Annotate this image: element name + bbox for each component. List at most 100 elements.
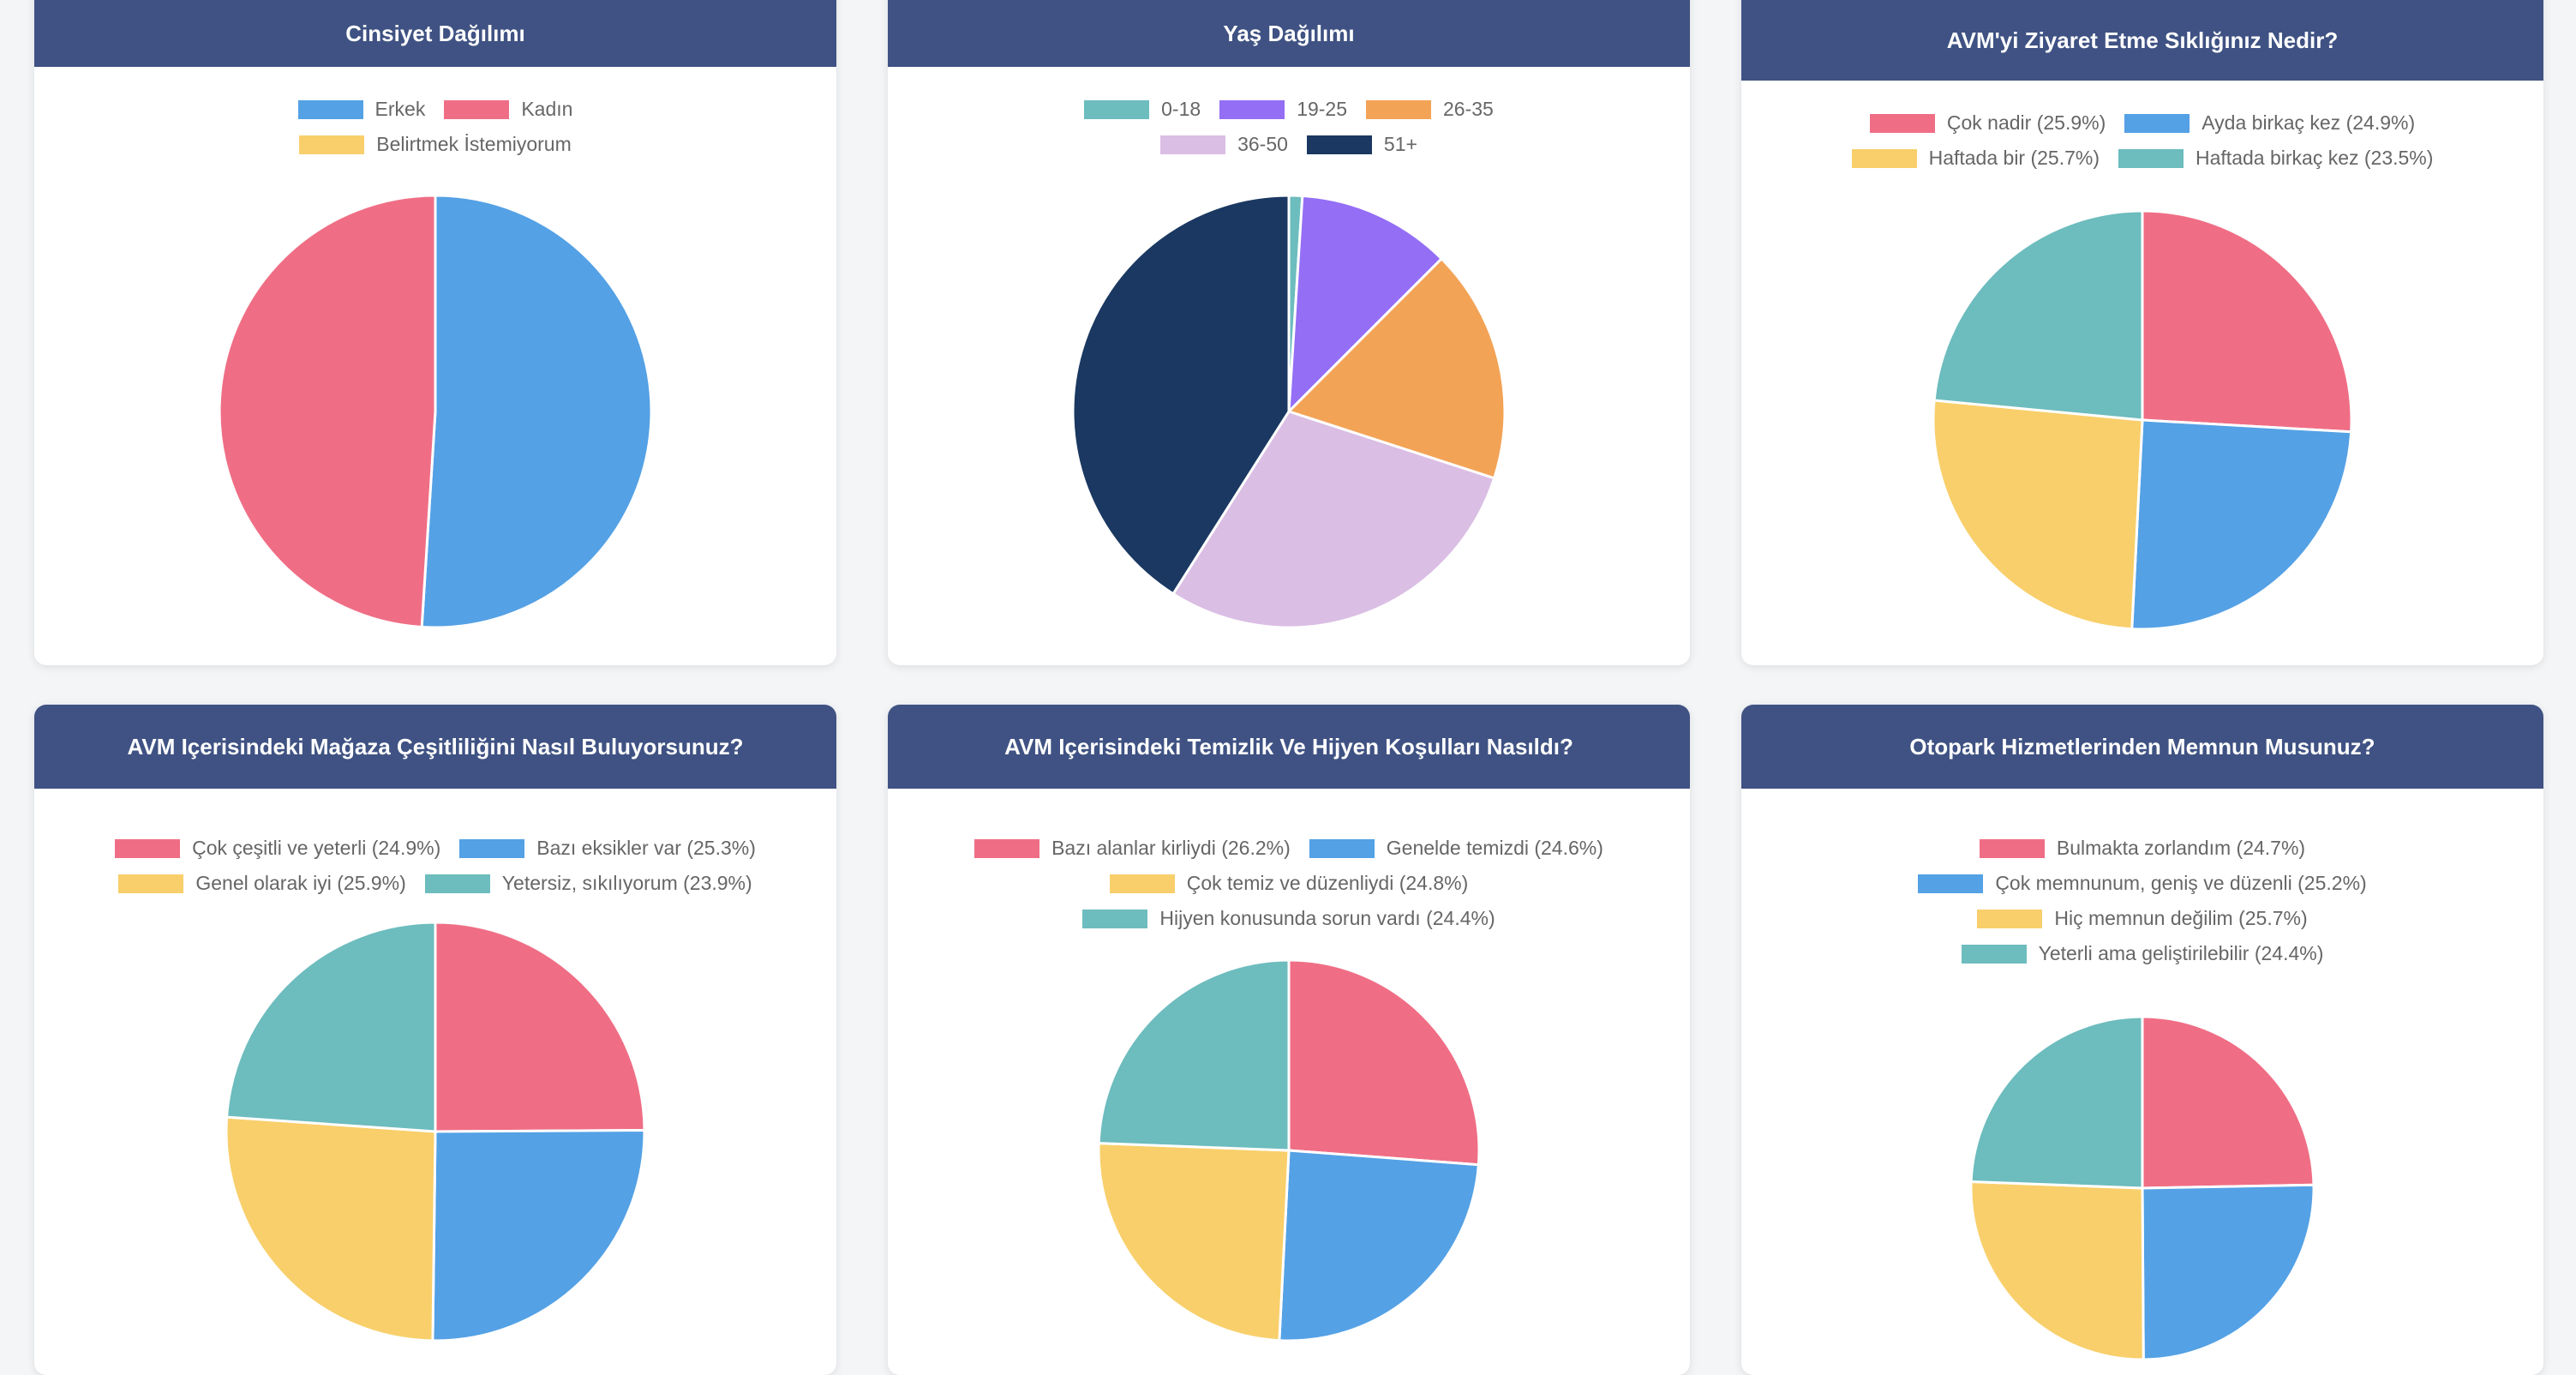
legend-swatch — [1082, 909, 1148, 928]
legend-item[interactable]: Belirtmek İstemiyorum — [299, 133, 572, 156]
legend-label: Bulmakta zorlandım (24.7%) — [2056, 837, 2306, 859]
chart-title: AVM Içerisindeki Mağaza Çeşitliliğini Na… — [34, 705, 836, 789]
pie-slice-bazı-eksikler-var[interactable] — [431, 1128, 646, 1342]
legend-item[interactable]: Çok memnunum, geniş ve düzenli (25.2%) — [1918, 872, 2367, 895]
legend-item[interactable]: 36-50 — [1160, 133, 1288, 156]
legend-swatch — [1869, 113, 1935, 133]
legend-item[interactable]: Çok çeşitli ve yeterli (24.9%) — [115, 837, 440, 860]
legend-swatch — [115, 838, 181, 858]
legend-swatch — [297, 99, 363, 119]
legend-label: Çok çeşitli ve yeterli (24.9%) — [192, 837, 441, 859]
pie-slice-51[interactable] — [1071, 194, 1291, 596]
legend-item[interactable]: Bulmakta zorlandım (24.7%) — [1979, 837, 2306, 860]
legend-item[interactable]: Çok nadir (25.9%) — [1869, 111, 2106, 135]
legend-item[interactable]: Bazı alanlar kirliydi (26.2%) — [974, 837, 1291, 860]
pie-chart — [1969, 1015, 2315, 1361]
pie-chart — [218, 194, 653, 629]
pie-slice-genel-olarak-iyi[interactable] — [225, 1115, 437, 1342]
pie-slice-haftada-birkaç-kez[interactable] — [1932, 209, 2144, 422]
legend-item[interactable]: 0-18 — [1084, 98, 1201, 121]
legend-label: Haftada birkaç kez (23.5%) — [2196, 147, 2434, 169]
legend-item[interactable]: Çok temiz ve düzenliydi (24.8%) — [1109, 872, 1468, 895]
chart-card-visit-frequency: AVM'yi Ziyaret Etme Sıklığınız Nedir? Ço… — [1741, 0, 2543, 665]
pie-slice-genelde-temizdi[interactable] — [1278, 1149, 1480, 1342]
pie-slice-hijyen-konusunda-sorun-vardı[interactable] — [1097, 958, 1291, 1152]
pie-slice-36-50[interactable] — [1171, 410, 1496, 629]
legend-label: Kadın — [521, 98, 573, 120]
legend-label: 36-50 — [1237, 133, 1288, 155]
legend-swatch — [1918, 874, 1984, 893]
legend-swatch — [1961, 944, 2027, 964]
legend-item[interactable]: Haftada birkaç kez (23.5%) — [2118, 147, 2433, 170]
legend-item[interactable]: Haftada bir (25.7%) — [1851, 147, 2100, 170]
legend-swatch — [2124, 113, 2190, 133]
legend-label: 51+ — [1383, 133, 1417, 155]
legend-swatch — [1084, 99, 1150, 119]
legend-item[interactable]: Bazı eksikler var (25.3%) — [459, 837, 756, 860]
pie-slice-kadın[interactable] — [218, 194, 437, 629]
pie-chart — [1071, 194, 1507, 629]
legend-label: 19-25 — [1297, 98, 1348, 120]
chart-card-gender: Cinsiyet Dağılımı Erkek Kadın Belirtmek … — [34, 0, 836, 665]
pie-slice-çok-çeşitli-ve-yeterli[interactable] — [434, 921, 646, 1133]
chart-title: Yaş Dağılımı — [888, 0, 1690, 67]
pie-slice-yetersiz-sıkılıyorum[interactable] — [225, 921, 437, 1133]
legend-swatch — [1366, 99, 1432, 119]
pie-slice-yeterli-ama-geliştirilebilir[interactable] — [1969, 1015, 2144, 1190]
pie-slice-bulmakta-zorlandım[interactable] — [2141, 1015, 2315, 1190]
pie-slice-çok-memnunum-geniş-ve-düzenli[interactable] — [2141, 1183, 2315, 1361]
chart-legend: Çok nadir (25.9%) Ayda birkaç kez (24.9%… — [1817, 111, 2468, 170]
legend-item[interactable]: Hijyen konusunda sorun vardı (24.4%) — [1082, 907, 1495, 930]
pie-slice-ayda-birkaç-kez[interactable] — [2130, 418, 2353, 631]
pie-slice-19-25[interactable] — [1287, 194, 1444, 415]
legend-label: Yetersiz, sıkılıyorum (23.9%) — [501, 872, 752, 894]
legend-swatch — [1219, 99, 1285, 119]
legend-item[interactable]: Yeterli ama geliştirilebilir (24.4%) — [1961, 942, 2324, 965]
chart-card-parking: Otopark Hizmetlerinden Memnun Musunuz? B… — [1741, 705, 2543, 1375]
legend-swatch — [1977, 909, 2043, 928]
legend-item[interactable]: Ayda birkaç kez (24.9%) — [2124, 111, 2415, 135]
chart-card-cleanliness: AVM Içerisindeki Temizlik Ve Hijyen Koşu… — [888, 705, 1690, 1375]
legend-item[interactable]: Yetersiz, sıkılıyorum (23.9%) — [424, 872, 752, 895]
legend-label: Yeterli ama geliştirilebilir (24.4%) — [2038, 942, 2324, 964]
legend-item[interactable]: 26-35 — [1366, 98, 1494, 121]
pie-slice-çok-nadir[interactable] — [2141, 209, 2353, 434]
chart-card-age: Yaş Dağılımı 0-18 19-25 26-35 36-50 51+ — [888, 0, 1690, 665]
legend-label: Haftada bir (25.7%) — [1928, 147, 2100, 169]
pie-chart — [225, 921, 646, 1342]
legend-item[interactable]: Genel olarak iyi (25.9%) — [118, 872, 406, 895]
pie-slice-çok-temiz-ve-düzenliydi[interactable] — [1097, 1142, 1291, 1342]
legend-swatch — [1979, 838, 2045, 858]
pie-slice-hiç-memnun-değilim[interactable] — [1969, 1180, 2145, 1361]
legend-item[interactable]: 51+ — [1306, 133, 1417, 156]
legend-label: Bazı alanlar kirliydi (26.2%) — [1051, 837, 1291, 859]
legend-swatch — [1309, 838, 1375, 858]
pie-chart — [1097, 958, 1481, 1342]
pie-chart — [1932, 209, 2353, 631]
legend-label: Genel olarak iyi (25.9%) — [195, 872, 406, 894]
pie-slice-erkek[interactable] — [420, 194, 653, 629]
legend-swatch — [118, 874, 184, 893]
legend-swatch — [424, 874, 490, 893]
pie-slice-bazı-alanlar-kirliydi[interactable] — [1287, 958, 1481, 1167]
legend-label: Hiç memnun değilim (25.7%) — [2054, 907, 2308, 929]
pie-slice-haftada-bir[interactable] — [1932, 399, 2144, 631]
legend-swatch — [459, 838, 525, 858]
chart-title: AVM'yi Ziyaret Etme Sıklığınız Nedir? — [1741, 0, 2543, 81]
legend-item[interactable]: 19-25 — [1219, 98, 1347, 121]
legend-item[interactable]: Erkek — [297, 98, 426, 121]
legend-item[interactable]: Genelde temizdi (24.6%) — [1309, 837, 1603, 860]
chart-legend: Çok çeşitli ve yeterli (24.9%) Bazı eksi… — [84, 837, 787, 895]
legend-label: Belirtmek İstemiyorum — [376, 133, 572, 155]
legend-swatch — [2118, 148, 2184, 168]
legend-label: Bazı eksikler var (25.3%) — [536, 837, 756, 859]
chart-title: AVM Içerisindeki Temizlik Ve Hijyen Koşu… — [888, 705, 1690, 789]
chart-legend: 0-18 19-25 26-35 36-50 51+ — [1049, 98, 1529, 156]
legend-label: 26-35 — [1443, 98, 1494, 120]
legend-item[interactable]: Kadın — [444, 98, 572, 121]
legend-item[interactable]: Hiç memnun değilim (25.7%) — [1977, 907, 2308, 930]
pie-slice-26-35[interactable] — [1286, 256, 1507, 480]
chart-title: Cinsiyet Dağılımı — [34, 0, 836, 67]
legend-label: Erkek — [374, 98, 426, 120]
legend-label: Çok nadir (25.9%) — [1946, 111, 2106, 134]
